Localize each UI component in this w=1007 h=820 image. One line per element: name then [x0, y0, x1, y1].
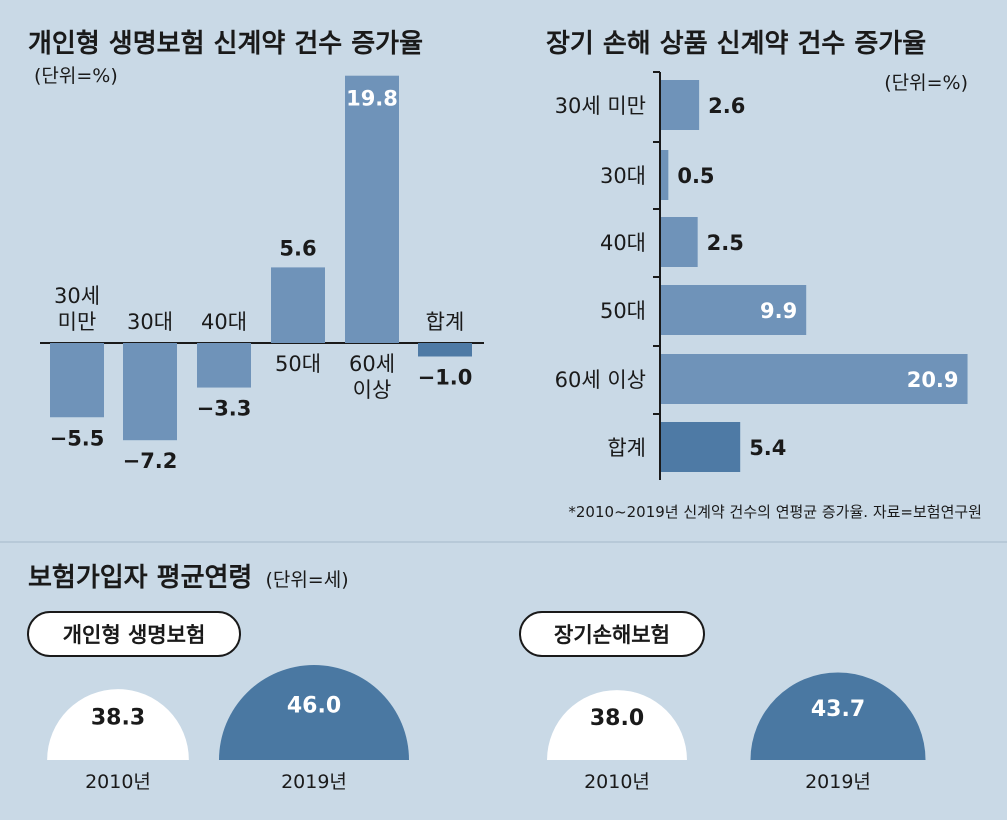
group-label-1: 장기손해보험	[554, 623, 670, 647]
hvalue-label-3: 9.9	[760, 299, 797, 323]
hcategory-label-5: 합계	[607, 436, 646, 460]
group-pill-0	[27, 611, 241, 657]
value-label-5: −1.0	[418, 366, 473, 390]
nonlife-insurance-growth-chart: 장기 손해 상품 신계약 건수 증가율 (단위=%) 30세 미만 2.6 30대 0…	[546, 29, 968, 480]
dome-value-1-0: 38.0	[590, 706, 644, 731]
hcategory-label-3: 50대	[600, 299, 646, 323]
hvalue-label-4: 20.9	[907, 368, 959, 392]
dome-year-0-1: 2019년	[281, 771, 347, 793]
dome-year-1-1: 2019년	[805, 771, 871, 793]
hvalue-label-0: 2.6	[708, 94, 745, 118]
category-label-0-0: 30세	[54, 284, 100, 308]
bar-1	[123, 343, 177, 441]
hbar-3	[661, 285, 807, 335]
hcategory-label-1: 30대	[600, 164, 646, 188]
bar-0	[50, 343, 104, 418]
age-section-unit: (단위=세)	[265, 569, 348, 591]
dome-0-0	[47, 689, 189, 760]
hbar-2	[661, 217, 698, 267]
hvalue-label-5: 5.4	[749, 436, 786, 460]
bar-2	[197, 343, 251, 388]
dome-1-1	[750, 672, 926, 760]
hcategory-label-2: 40대	[600, 231, 646, 255]
hvalue-label-1: 0.5	[677, 164, 714, 188]
life-chart-unit: (단위=%)	[34, 65, 118, 87]
life-chart-title: 개인형 생명보험 신계약 건수 증가율	[28, 29, 423, 59]
category-label-0-1: 미만	[58, 310, 97, 334]
category-label-5-0: 합계	[426, 310, 465, 334]
hbar-5	[661, 422, 741, 472]
value-label-3: 5.6	[279, 236, 316, 260]
category-label-2-0: 40대	[201, 310, 247, 334]
group-pill-1	[519, 611, 705, 657]
bar-4	[345, 75, 399, 343]
bar-3	[271, 267, 325, 343]
value-label-2: −3.3	[197, 397, 252, 421]
value-label-0: −5.5	[50, 426, 105, 450]
dome-value-0-0: 38.3	[91, 706, 145, 731]
dome-value-0-1: 46.0	[287, 694, 341, 719]
footnote: *2010~2019년 신계약 건수의 연평균 증가율. 자료=보험연구원	[568, 503, 982, 521]
group-label-0: 개인형 생명보험	[63, 623, 206, 647]
dome-year-1-0: 2010년	[584, 771, 650, 793]
hbar-4	[661, 354, 968, 404]
age-section-title: 보험가입자 평균연령	[28, 563, 252, 593]
value-label-4: 19.8	[346, 87, 398, 111]
nonlife-chart-title: 장기 손해 상품 신계약 건수 증가율	[546, 29, 926, 59]
category-label-1-0: 30대	[127, 310, 173, 334]
nonlife-chart-unit: (단위=%)	[884, 72, 968, 94]
dome-year-0-0: 2010년	[85, 771, 151, 793]
age-section-heading: 보험가입자 평균연령 (단위=세)	[28, 563, 349, 593]
category-label-4-0: 60세	[349, 352, 395, 376]
dome-1-0	[547, 690, 687, 760]
hcategory-label-4: 60세 이상	[555, 368, 646, 392]
dome-value-1-1: 43.7	[811, 697, 865, 722]
hbar-1	[661, 150, 669, 200]
hbar-0	[661, 80, 700, 130]
category-label-4-1: 이상	[353, 378, 392, 402]
value-label-1: −7.2	[123, 449, 178, 473]
hcategory-label-0: 30세 미만	[555, 94, 646, 118]
average-age-section: 보험가입자 평균연령 (단위=세) 개인형 생명보험 38.3 2010년 46.0 2…	[27, 563, 926, 793]
bar-5	[418, 343, 472, 357]
hvalue-label-2: 2.5	[707, 231, 744, 255]
category-label-3-0: 50대	[275, 352, 321, 376]
dome-0-1	[219, 665, 409, 760]
